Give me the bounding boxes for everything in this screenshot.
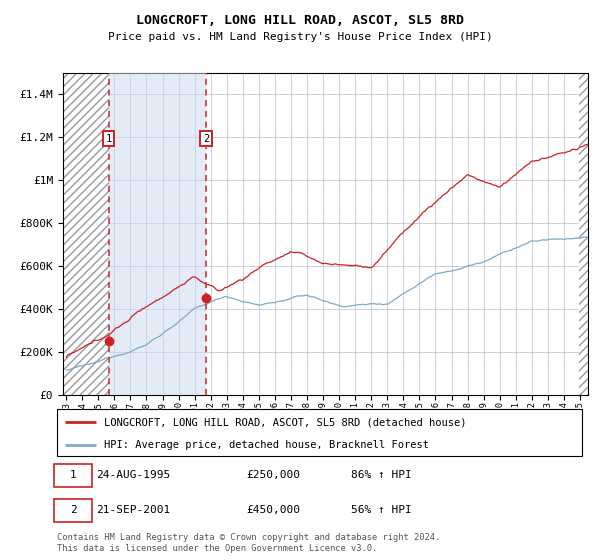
Text: LONGCROFT, LONG HILL ROAD, ASCOT, SL5 8RD (detached house): LONGCROFT, LONG HILL ROAD, ASCOT, SL5 8R… [104, 417, 467, 427]
Text: Contains HM Land Registry data © Crown copyright and database right 2024.
This d: Contains HM Land Registry data © Crown c… [57, 533, 440, 553]
Text: 2: 2 [70, 505, 77, 515]
Text: £450,000: £450,000 [246, 505, 300, 515]
Text: 1: 1 [70, 470, 77, 480]
Text: 2: 2 [203, 134, 209, 144]
Text: 24-AUG-1995: 24-AUG-1995 [97, 470, 170, 480]
Text: 1: 1 [106, 134, 112, 144]
Text: 56% ↑ HPI: 56% ↑ HPI [351, 505, 412, 515]
FancyBboxPatch shape [55, 464, 92, 487]
FancyBboxPatch shape [55, 499, 92, 521]
Text: 86% ↑ HPI: 86% ↑ HPI [351, 470, 412, 480]
Bar [63, 73, 109, 395]
Text: LONGCROFT, LONG HILL ROAD, ASCOT, SL5 8RD: LONGCROFT, LONG HILL ROAD, ASCOT, SL5 8R… [136, 14, 464, 27]
Text: HPI: Average price, detached house, Bracknell Forest: HPI: Average price, detached house, Brac… [104, 440, 429, 450]
Text: 21-SEP-2001: 21-SEP-2001 [97, 505, 170, 515]
Bar [578, 73, 588, 395]
FancyBboxPatch shape [57, 409, 582, 456]
Text: Price paid vs. HM Land Registry's House Price Index (HPI): Price paid vs. HM Land Registry's House … [107, 32, 493, 43]
Bar [109, 73, 206, 395]
Text: £250,000: £250,000 [246, 470, 300, 480]
